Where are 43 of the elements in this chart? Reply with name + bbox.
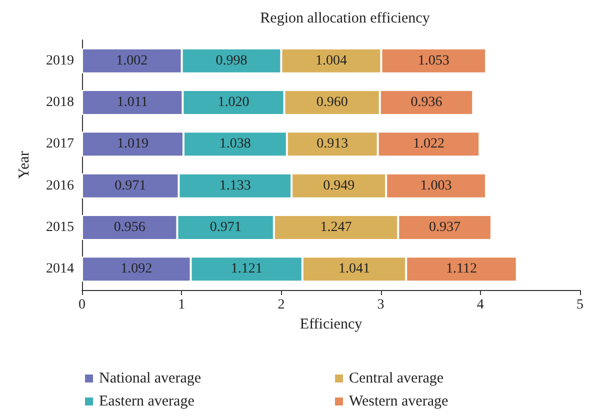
legend-label: Western average — [349, 394, 448, 410]
legend-label: National average — [99, 370, 202, 386]
data-label: 1.092 — [120, 262, 152, 277]
data-label: 1.022 — [412, 136, 444, 152]
data-label: 0.936 — [410, 95, 442, 110]
y-axis-title: Year — [16, 151, 32, 179]
data-label: 0.949 — [323, 178, 355, 194]
y-tick-label: 2016 — [46, 178, 74, 194]
data-label: 1.003 — [420, 178, 452, 194]
data-label: 0.998 — [216, 53, 248, 68]
data-label: 0.960 — [316, 95, 348, 110]
data-label: 1.121 — [230, 262, 262, 277]
data-label: 1.002 — [116, 53, 148, 68]
data-label: 0.937 — [429, 220, 461, 235]
x-tick-label: 4 — [476, 298, 484, 312]
x-tick-label: 2 — [278, 298, 285, 312]
x-tick-label: 3 — [377, 298, 384, 312]
data-label: 0.971 — [114, 178, 146, 194]
data-label: 1.038 — [219, 136, 251, 152]
y-tick-label: 2018 — [46, 95, 74, 110]
data-label: 1.133 — [219, 178, 251, 194]
data-label: 1.247 — [320, 220, 352, 235]
legend-label: Eastern average — [99, 394, 195, 410]
data-label: 1.053 — [418, 53, 450, 68]
data-label: 1.019 — [116, 136, 148, 152]
x-axis-title: Efficiency — [300, 316, 363, 332]
data-label: 0.971 — [210, 220, 242, 235]
y-tick-label: 2014 — [46, 262, 74, 277]
chart-title: Region allocation efficiency — [260, 10, 430, 26]
y-tick-label: 2019 — [46, 53, 74, 68]
x-tick-label: 1 — [178, 298, 186, 312]
x-tick-label: 0 — [78, 298, 86, 312]
data-label: 1.112 — [446, 262, 477, 277]
y-tick-label: 2017 — [46, 136, 74, 152]
data-label: 1.004 — [315, 53, 347, 68]
x-tick-label: 5 — [576, 298, 584, 312]
data-label: 1.011 — [116, 95, 148, 110]
y-tick-label: 2015 — [46, 220, 74, 235]
legend-label: Central average — [349, 370, 444, 386]
data-label: 0.956 — [114, 220, 146, 235]
data-label: 1.041 — [338, 262, 370, 277]
data-label: 0.913 — [316, 136, 348, 152]
data-label: 1.020 — [218, 95, 250, 110]
